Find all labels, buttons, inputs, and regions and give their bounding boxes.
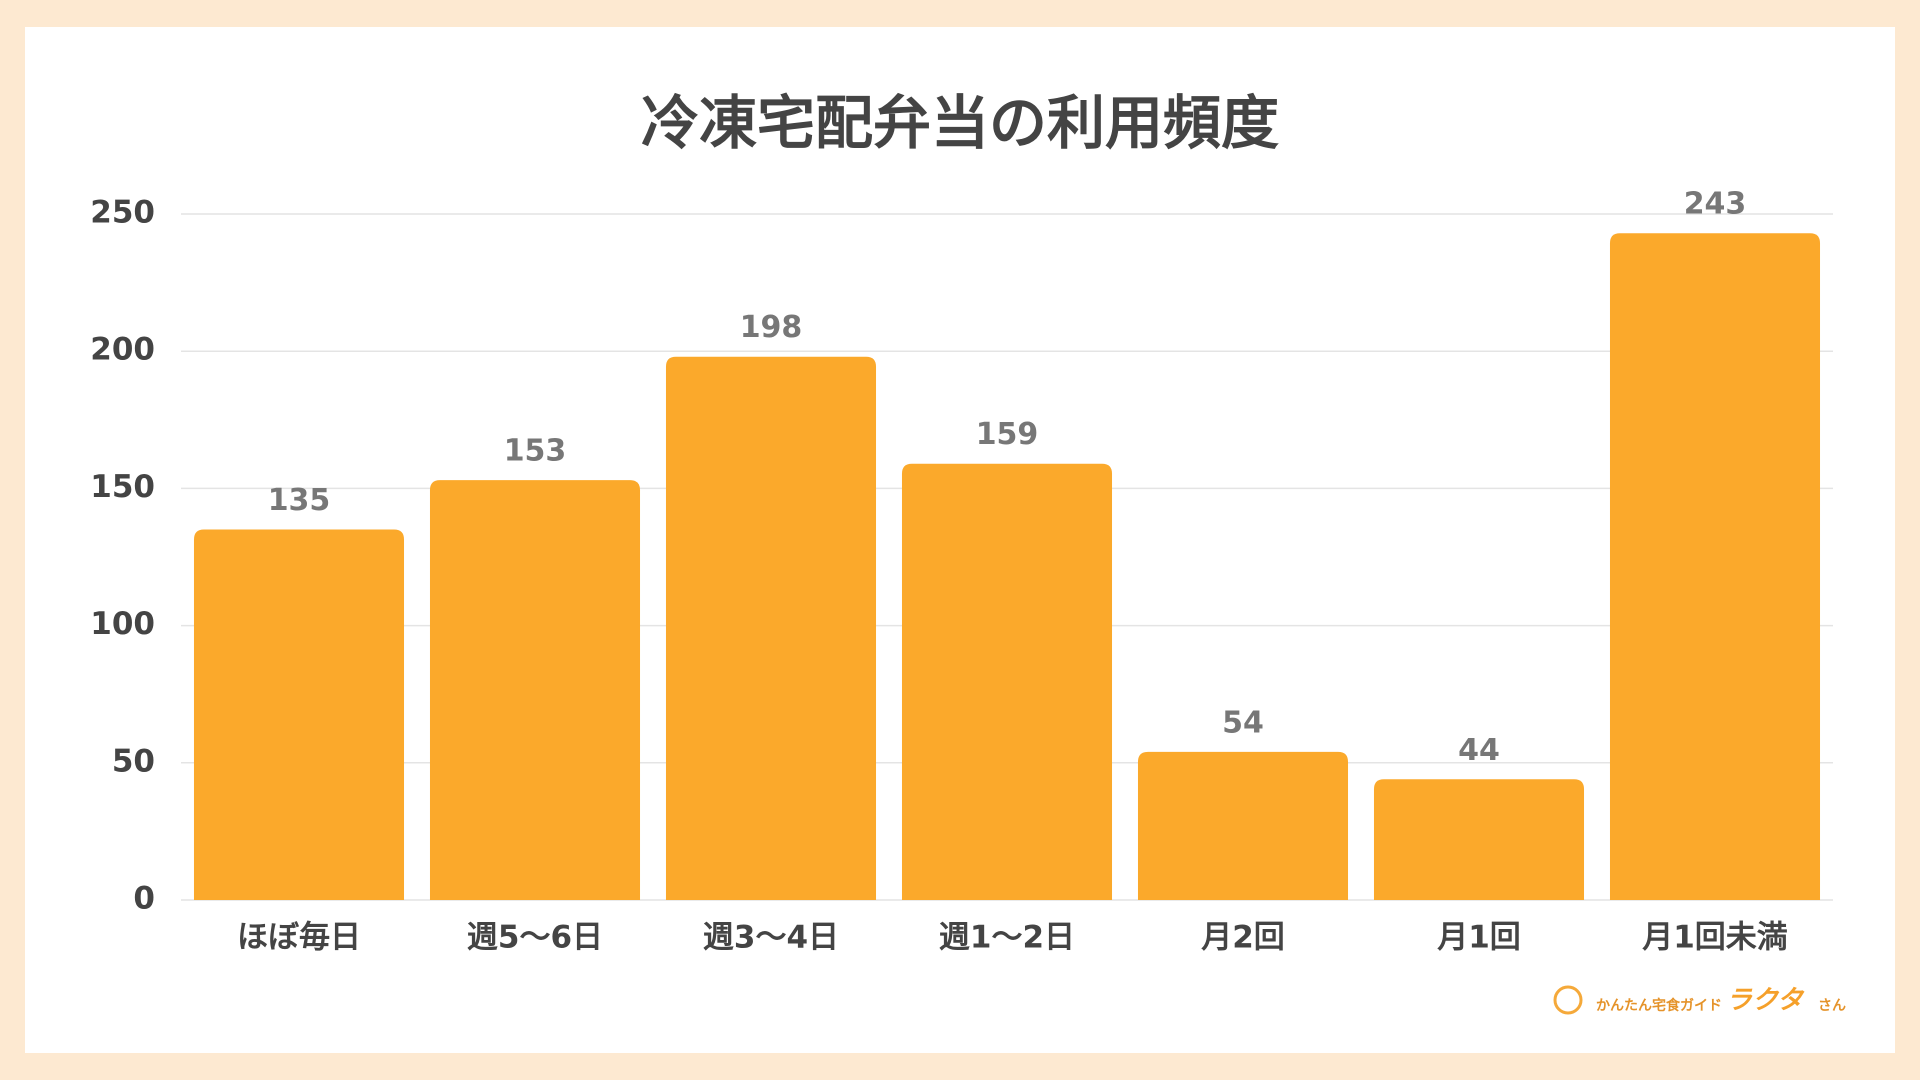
- value-label: 243: [1684, 187, 1747, 222]
- x-tick-label: 月1回: [1437, 920, 1521, 956]
- logo-icon: [1553, 985, 1583, 1015]
- y-tick-label: 0: [133, 881, 155, 917]
- bar: [429, 480, 641, 900]
- x-tick-label: 週3〜4日: [703, 920, 839, 956]
- logo-brand: ラクタ: [1726, 986, 1805, 1016]
- bar: [901, 463, 1113, 900]
- bar: [193, 529, 405, 900]
- y-tick-label: 100: [90, 606, 155, 642]
- value-label: 54: [1222, 705, 1264, 740]
- logo-tagline: かんたん宅食ガイド: [1596, 997, 1722, 1014]
- y-tick-label: 250: [90, 195, 155, 231]
- y-tick-label: 150: [90, 469, 155, 505]
- bar: [1373, 779, 1585, 900]
- value-label: 135: [268, 483, 331, 518]
- bar: [1137, 751, 1349, 900]
- x-tick-label: 週5〜6日: [467, 920, 603, 956]
- bar: [1609, 233, 1821, 900]
- value-label: 44: [1458, 733, 1500, 768]
- x-tick-label: ほぼ毎日: [237, 920, 361, 956]
- x-tick-label: 月2回: [1201, 920, 1285, 956]
- x-tick-label: 月1回未満: [1642, 920, 1788, 956]
- value-label: 153: [504, 434, 567, 469]
- chart-title: 冷凍宅配弁当の利用頻度: [641, 89, 1279, 157]
- value-label: 198: [740, 310, 803, 345]
- logo-suffix: さん: [1818, 998, 1846, 1014]
- y-tick-label: 50: [112, 743, 155, 779]
- logo: かんたん宅食ガイド ラクタ さん: [1553, 985, 1846, 1016]
- y-tick-label: 200: [90, 332, 155, 368]
- bar: [665, 356, 877, 900]
- value-label: 159: [976, 417, 1039, 452]
- x-tick-label: 週1〜2日: [939, 920, 1075, 956]
